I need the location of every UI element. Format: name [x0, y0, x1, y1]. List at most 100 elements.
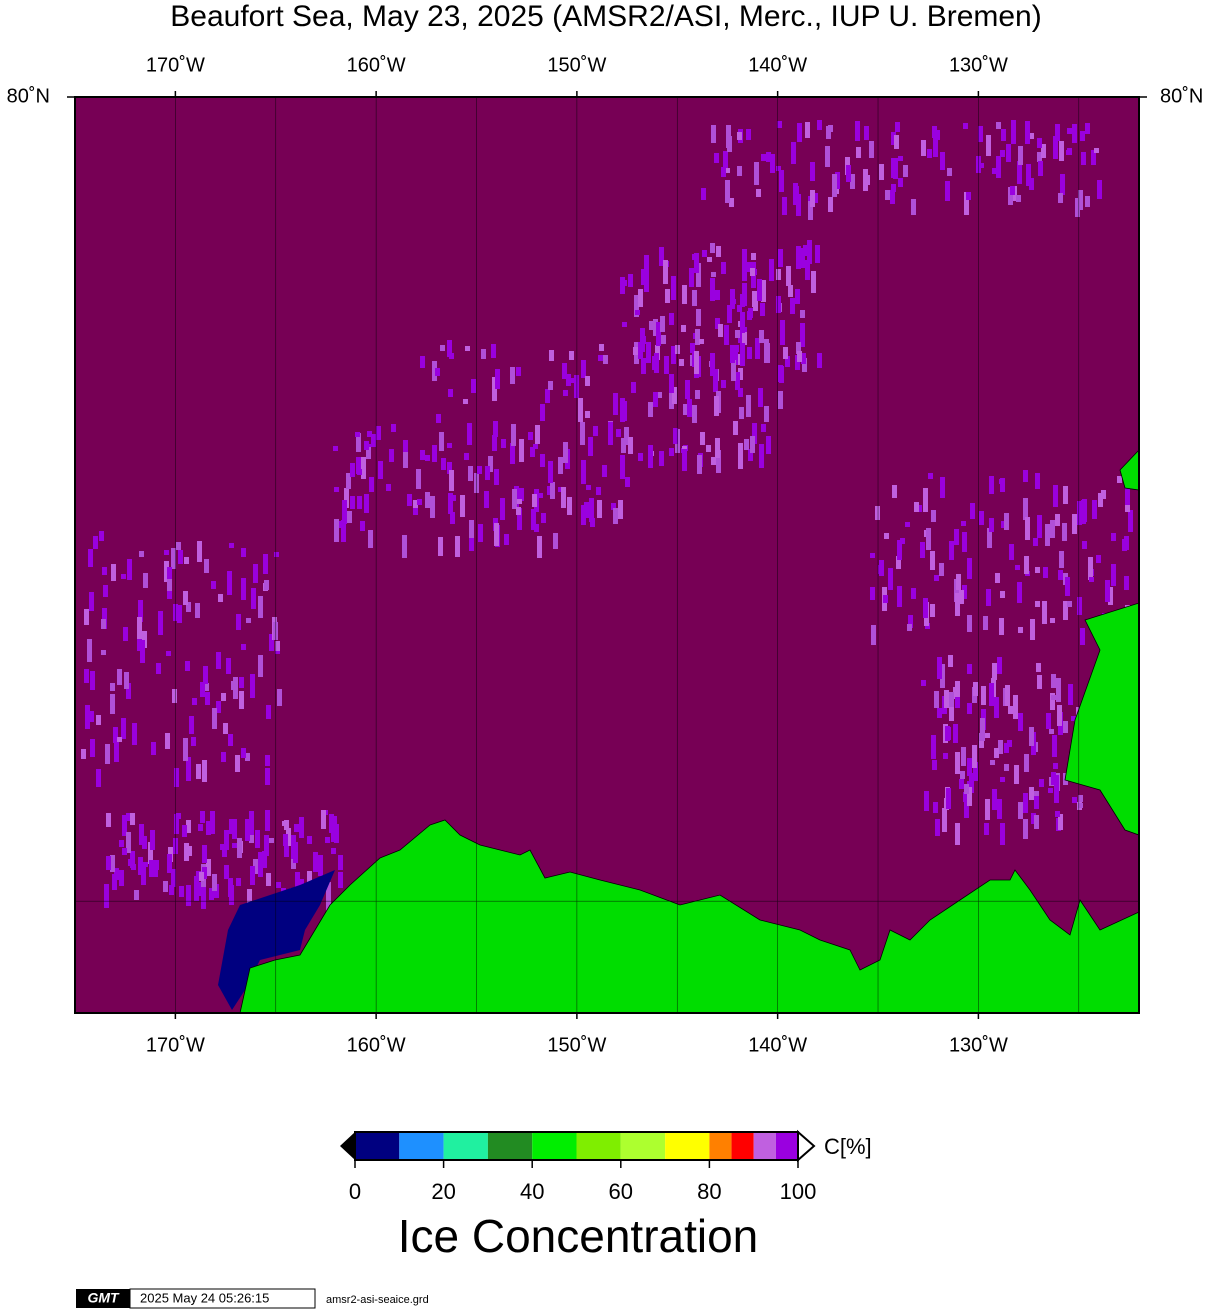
ice-pixel [361, 457, 366, 479]
ice-pixel [516, 507, 521, 515]
colorbar-bin [443, 1132, 488, 1160]
ice-pixel [1013, 695, 1018, 719]
ice-pixel [519, 488, 524, 501]
ice-pixel [286, 828, 291, 846]
ice-pixel [169, 885, 174, 895]
ice-pixel [196, 882, 201, 896]
ice-pixel [696, 309, 701, 326]
ice-pixel [590, 518, 595, 527]
ice-pixel [654, 353, 659, 373]
ice-pixel [733, 421, 738, 435]
timestamp-box [129, 1288, 316, 1309]
ice-pixel [716, 450, 721, 473]
ice-pixel [284, 839, 289, 857]
ice-pixel [519, 439, 524, 462]
ice-pixel [1023, 470, 1028, 482]
ice-pixel [186, 602, 191, 612]
ice-pixel [253, 564, 258, 583]
ice-pixel [756, 189, 761, 197]
ice-pixel [967, 758, 972, 776]
ice-pixel [742, 270, 747, 281]
ice-pixel [123, 627, 128, 641]
ice-pixel [973, 682, 978, 696]
ice-pixel [746, 395, 751, 417]
ice-pixel [266, 873, 271, 886]
ice-pixel [166, 651, 171, 656]
ice-pixel [721, 380, 726, 388]
ice-pixel [870, 553, 875, 558]
ice-pixel [451, 495, 456, 501]
ice-pixel [347, 511, 352, 523]
ice-pixel [493, 421, 498, 430]
ice-pixel [978, 126, 983, 142]
ice-pixel [202, 845, 207, 863]
ice-pixel [386, 484, 391, 491]
colorbar-bin [355, 1132, 400, 1160]
ice-pixel [885, 190, 890, 200]
ice-pixel [246, 618, 251, 623]
ice-pixel [1055, 811, 1060, 817]
ice-pixel [1105, 580, 1110, 602]
ice-pixel [817, 353, 822, 368]
ice-pixel [1053, 763, 1058, 769]
ice-pixel [227, 571, 232, 595]
ice-pixel [561, 487, 566, 508]
ice-pixel [206, 859, 211, 876]
ice-pixel [101, 619, 106, 629]
ice-pixel [710, 278, 715, 301]
ice-pixel [865, 175, 870, 185]
ice-pixel [895, 122, 900, 132]
ice-pixel [313, 852, 318, 863]
ice-pixel [1015, 565, 1020, 570]
ice-pixel [84, 669, 89, 683]
ice-pixel [751, 253, 756, 260]
ice-pixel [940, 152, 945, 170]
ice-pixel [581, 360, 586, 378]
ice-pixel [1033, 538, 1038, 546]
x-tick-label: 130˚W [949, 54, 1008, 76]
ice-pixel [167, 579, 172, 591]
ice-pixel [184, 557, 189, 564]
ice-pixel [802, 358, 807, 372]
ice-pixel [334, 487, 339, 492]
ice-pixel [149, 860, 154, 877]
ice-pixel [825, 146, 830, 167]
ice-pixel [1026, 164, 1031, 186]
ice-pixel [894, 135, 899, 149]
x-tick-label: 140˚W [748, 54, 807, 76]
ice-pixel [102, 567, 107, 575]
ice-pixel [420, 450, 425, 460]
ice-pixel [584, 502, 589, 518]
ice-pixel [926, 528, 931, 550]
ice-pixel [334, 519, 339, 542]
ice-pixel [1082, 541, 1087, 549]
ocean [75, 97, 1139, 1013]
ice-pixel [671, 276, 676, 300]
ice-pixel [891, 132, 896, 145]
ice-pixel [737, 166, 742, 176]
ice-pixel [898, 178, 903, 187]
ice-pixel [738, 443, 743, 467]
ice-pixel [204, 683, 209, 691]
ice-pixel [541, 513, 546, 523]
ice-pixel [759, 444, 764, 468]
ice-pixel [701, 188, 706, 200]
ice-pixel [1008, 187, 1013, 205]
ice-pixel [890, 190, 895, 204]
ice-pixel [808, 196, 813, 220]
ice-pixel [1029, 133, 1034, 139]
ice-pixel [711, 272, 716, 277]
ice-pixel [581, 505, 586, 525]
ice-pixel [510, 443, 515, 464]
ice-pixel [581, 460, 586, 484]
ice-pixel [598, 355, 603, 361]
ice-pixel [1045, 524, 1050, 546]
ice-pixel [360, 521, 365, 531]
ice-pixel [721, 262, 726, 274]
ice-pixel [740, 294, 745, 307]
ice-pixel [727, 136, 732, 152]
ice-pixel [250, 674, 255, 698]
ice-pixel [663, 260, 668, 284]
ice-pixel [649, 321, 654, 330]
ice-pixel [121, 718, 126, 739]
